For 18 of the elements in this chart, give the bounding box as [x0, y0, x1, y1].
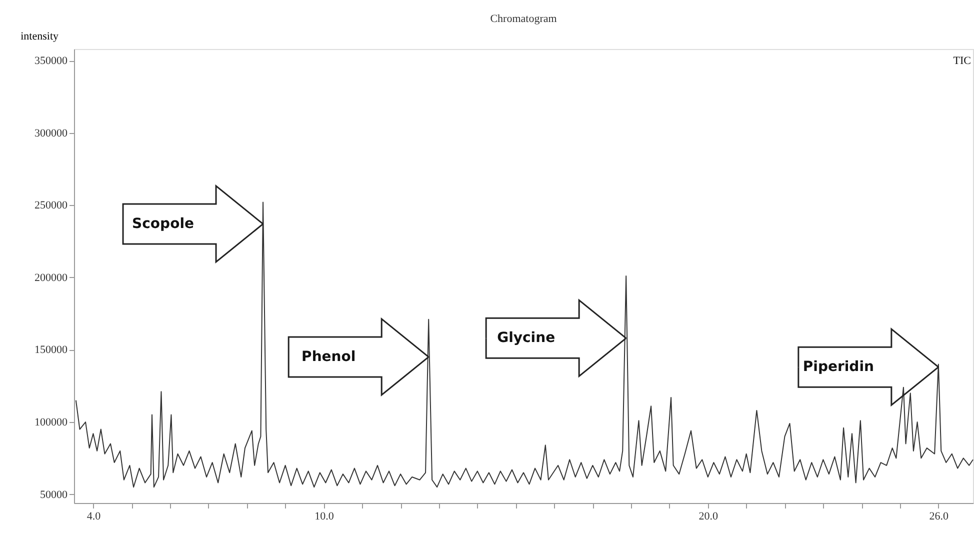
y-tick-label: 150000 [34, 344, 68, 356]
x-tick-label: 20.0 [698, 510, 719, 522]
x-tick-label: 26.0 [929, 510, 950, 522]
y-tick-label: 350000 [34, 55, 68, 68]
annotation: TIC [953, 55, 971, 67]
annotation: Piperidin [802, 359, 874, 376]
y-axis-title: intensity [20, 30, 59, 42]
y-tick-label: 200000 [34, 272, 68, 284]
x-tick-label: 10.0 [314, 510, 334, 522]
annotation: Scopole [132, 216, 194, 232]
y-tick-label: 50000 [40, 488, 68, 501]
y-tick-label: 300000 [34, 127, 68, 140]
chart-title: Chromatogram [490, 13, 558, 25]
y-tick-label: 250000 [34, 200, 68, 212]
x-tick-label: 4.0 [86, 510, 102, 522]
annotation: Glycine [497, 330, 556, 346]
annotation: Phenol [302, 348, 356, 365]
y-tick-label: 100000 [34, 416, 68, 429]
